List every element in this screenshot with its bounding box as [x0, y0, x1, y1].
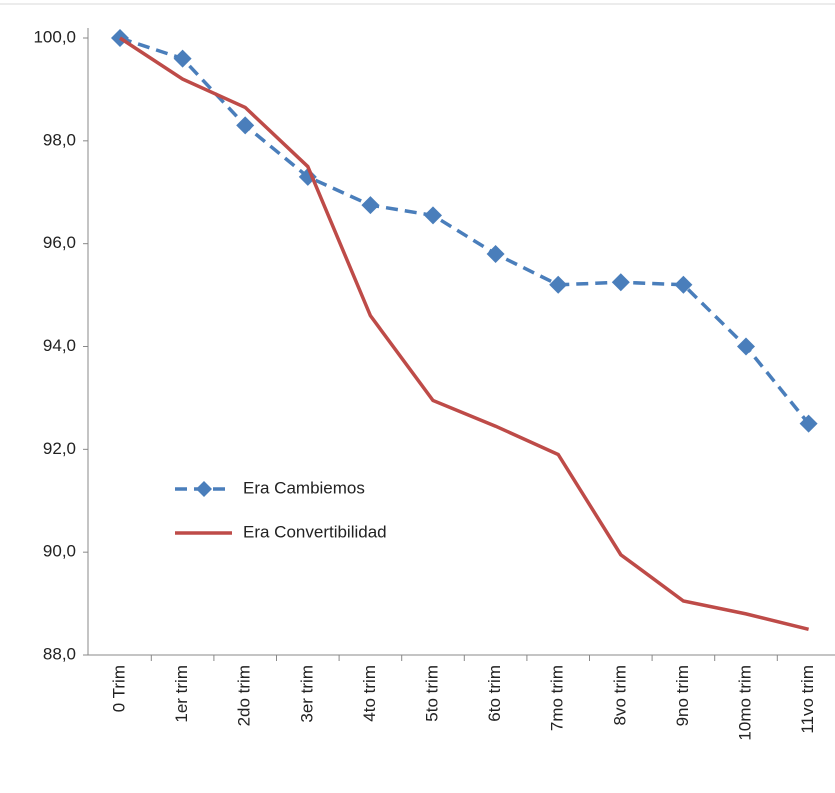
x-tick-label: 1er trim — [172, 665, 191, 723]
series-line — [119, 36, 810, 425]
marker — [674, 275, 693, 294]
x-tick-label: 9no trim — [673, 665, 692, 726]
marker — [549, 275, 568, 294]
marker — [611, 273, 630, 292]
x-tick-label: 6to trim — [485, 665, 504, 722]
marker — [737, 337, 755, 356]
marker — [486, 244, 505, 263]
x-tick-label: 3er trim — [297, 665, 316, 723]
x-tick-label: 11vo trim — [798, 665, 817, 734]
marker — [424, 206, 442, 225]
legend-marker — [196, 481, 212, 497]
y-tick-label: 92,0 — [43, 439, 76, 458]
x-tick-label: 10mo trim — [735, 665, 754, 741]
y-tick-label: 96,0 — [43, 233, 76, 252]
y-tick-label: 90,0 — [43, 542, 76, 561]
marker — [799, 414, 818, 433]
y-tick-label: 98,0 — [43, 130, 76, 149]
x-tick-label: 4to trim — [360, 665, 379, 722]
legend-label: Era Convertibilidad — [243, 522, 387, 541]
series-line — [119, 36, 810, 631]
x-tick-label: 2do trim — [235, 665, 254, 726]
x-tick-label: 8vo trim — [610, 665, 629, 725]
y-tick-label: 100,0 — [33, 27, 76, 46]
marker — [236, 116, 255, 135]
marker — [173, 49, 192, 68]
legend-label: Era Cambiemos — [243, 478, 365, 497]
marker — [361, 196, 380, 215]
x-tick-label: 5to trim — [422, 665, 441, 722]
y-tick-label: 94,0 — [43, 336, 76, 355]
y-tick-label: 88,0 — [43, 644, 76, 663]
x-tick-label: 7mo trim — [548, 665, 567, 731]
x-tick-label: 0 Trim — [109, 665, 128, 712]
